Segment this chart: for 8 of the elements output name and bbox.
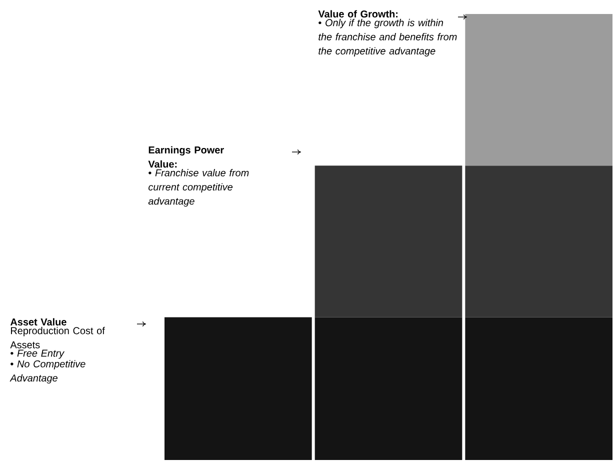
annotation: Value of Growth: — [318, 10, 398, 18]
text: Asset Value — [10, 318, 66, 326]
annotation: • Franchise value from current competitive advantage — [148, 169, 249, 207]
text: Reproduction Cost of Assets — [10, 326, 105, 348]
annotation: Earnings Power Value: — [148, 146, 224, 168]
text: • Free Entry — [10, 350, 65, 359]
annotation: • Only if the growth is within the franchise and benefits from the competitive advantage — [318, 18, 457, 56]
text: • No Competitive Advantage — [10, 360, 86, 384]
